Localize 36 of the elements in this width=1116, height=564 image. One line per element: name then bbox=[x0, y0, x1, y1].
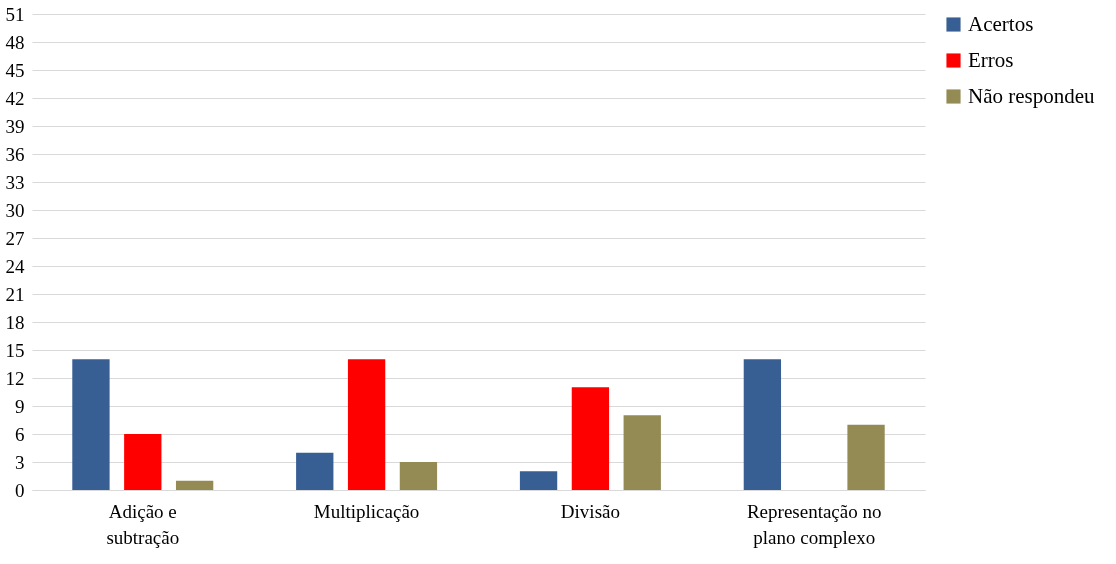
bar bbox=[623, 415, 661, 490]
y-tick-label: 39 bbox=[5, 115, 25, 137]
bar bbox=[72, 359, 110, 490]
y-tick-label: 27 bbox=[5, 227, 25, 249]
legend-label: Erros bbox=[968, 47, 1014, 72]
y-tick-label: 36 bbox=[5, 143, 25, 165]
bar bbox=[743, 359, 782, 490]
y-tick-label: 0 bbox=[15, 479, 25, 501]
x-tick-label: Adição e subtração bbox=[106, 500, 180, 548]
y-tick-label: 42 bbox=[5, 87, 25, 109]
y-tick-label: 15 bbox=[5, 339, 25, 361]
x-tick-label: Divisão bbox=[560, 500, 620, 522]
y-tick-label: 24 bbox=[5, 255, 25, 277]
bar bbox=[124, 434, 162, 490]
y-tick-label: 21 bbox=[5, 283, 25, 305]
bar bbox=[399, 462, 438, 490]
legend-label: Acertos bbox=[968, 11, 1034, 36]
y-tick-label: 48 bbox=[5, 31, 25, 53]
bar bbox=[519, 471, 558, 490]
y-tick-label: 12 bbox=[5, 367, 25, 389]
x-tick-label: Representação no plano complexo bbox=[746, 500, 882, 548]
y-tick-label: 30 bbox=[5, 199, 25, 221]
y-tick-label: 9 bbox=[15, 395, 25, 417]
y-tick-label: 51 bbox=[5, 3, 25, 25]
y-tick-label: 33 bbox=[5, 171, 25, 193]
y-tick-label: 18 bbox=[5, 311, 25, 333]
bar bbox=[296, 452, 334, 490]
bar bbox=[847, 424, 885, 490]
x-tick-label: Multiplicação bbox=[313, 500, 420, 522]
bar bbox=[347, 359, 386, 490]
bar bbox=[571, 387, 610, 490]
y-tick-label: 6 bbox=[15, 423, 25, 445]
y-tick-label: 45 bbox=[5, 59, 25, 81]
bar bbox=[175, 480, 214, 490]
y-tick-label: 3 bbox=[15, 451, 25, 473]
legend-label: Não respondeu bbox=[968, 83, 1096, 108]
